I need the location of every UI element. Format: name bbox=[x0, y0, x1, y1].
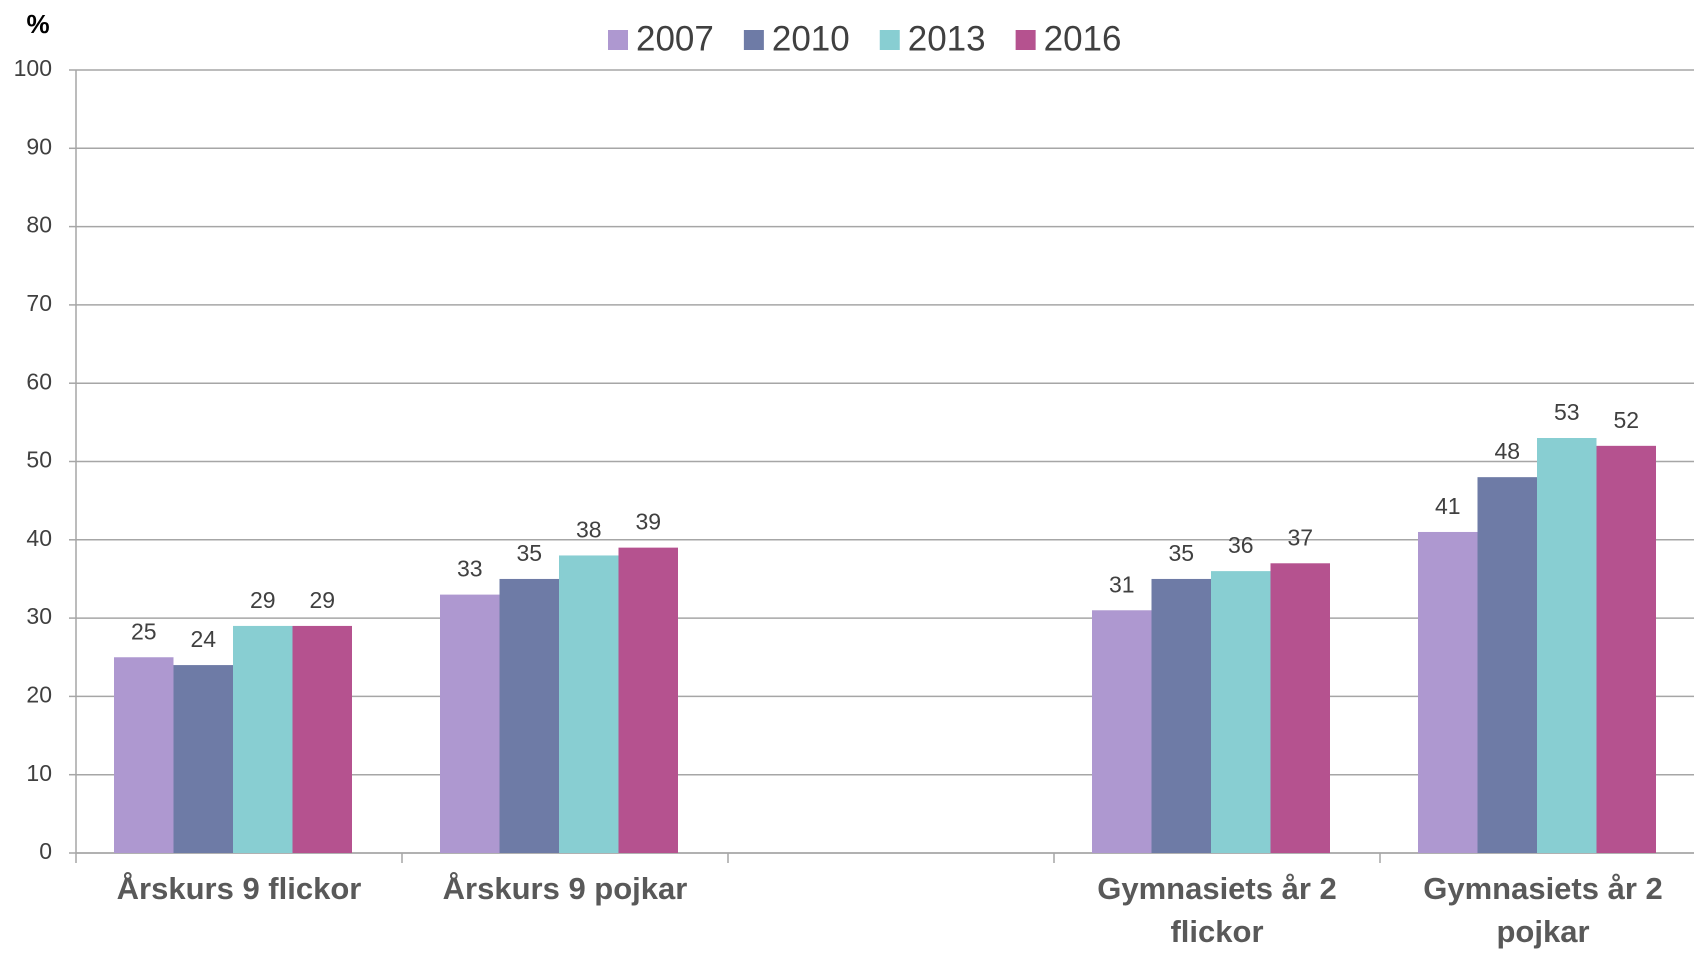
data-label: 48 bbox=[1494, 438, 1520, 464]
data-label: 33 bbox=[457, 556, 483, 582]
bar bbox=[233, 625, 293, 853]
y-tick-label: 0 bbox=[39, 838, 52, 864]
legend-swatch bbox=[608, 30, 628, 50]
bar bbox=[559, 555, 619, 853]
data-label: 25 bbox=[131, 618, 157, 644]
data-label: 31 bbox=[1109, 571, 1135, 597]
data-label: 38 bbox=[576, 517, 602, 543]
legend-swatch bbox=[1015, 30, 1036, 50]
bar bbox=[1211, 571, 1271, 853]
y-tick-label: 20 bbox=[26, 681, 52, 707]
bar bbox=[1537, 438, 1597, 853]
y-tick-label: 90 bbox=[26, 133, 52, 159]
bar bbox=[173, 665, 233, 853]
legend-label: 2007 bbox=[636, 19, 714, 58]
bar bbox=[114, 657, 174, 853]
data-label: 24 bbox=[190, 626, 216, 652]
bar bbox=[1151, 578, 1211, 853]
bar bbox=[292, 625, 352, 853]
y-tick-label: 60 bbox=[26, 368, 52, 394]
data-label: 37 bbox=[1287, 524, 1313, 550]
data-label: 35 bbox=[516, 540, 542, 566]
legend-swatch bbox=[879, 30, 900, 50]
bar bbox=[440, 594, 500, 853]
bar bbox=[1270, 563, 1330, 853]
y-tick-label: 10 bbox=[26, 760, 52, 786]
data-label: 39 bbox=[635, 509, 661, 535]
y-tick-label: 30 bbox=[26, 603, 52, 629]
bar bbox=[1477, 477, 1537, 853]
y-tick-label: 70 bbox=[26, 290, 52, 316]
y-tick-label: 100 bbox=[14, 55, 52, 81]
y-tick-label: 40 bbox=[26, 525, 52, 551]
x-tick-label: Årskurs 9 flickor bbox=[116, 871, 362, 906]
y-tick-label: 80 bbox=[26, 212, 52, 238]
x-tick-label: Årskurs 9 pojkar bbox=[442, 871, 688, 906]
data-label: 35 bbox=[1168, 540, 1194, 566]
legend-label: 2010 bbox=[772, 19, 850, 58]
bar bbox=[1418, 531, 1478, 853]
legend-swatch bbox=[743, 30, 764, 50]
legend-label: 2016 bbox=[1044, 19, 1122, 58]
y-tick-label: 50 bbox=[26, 447, 52, 473]
bar bbox=[1092, 610, 1152, 853]
data-label: 29 bbox=[309, 587, 335, 613]
x-tick-label: Gymnasiets år 2 pojkar bbox=[1423, 871, 1663, 949]
bar bbox=[499, 578, 559, 853]
y-axis-label: % bbox=[26, 9, 49, 39]
data-label: 53 bbox=[1554, 399, 1580, 425]
data-label: 36 bbox=[1228, 532, 1254, 558]
data-label: 52 bbox=[1613, 407, 1639, 433]
x-tick-label: Gymnasiets år 2 flickor bbox=[1097, 871, 1337, 949]
bar bbox=[1596, 445, 1656, 853]
legend-label: 2013 bbox=[908, 19, 986, 58]
bar bbox=[618, 547, 678, 853]
data-label: 41 bbox=[1435, 493, 1461, 519]
data-label: 29 bbox=[250, 587, 276, 613]
